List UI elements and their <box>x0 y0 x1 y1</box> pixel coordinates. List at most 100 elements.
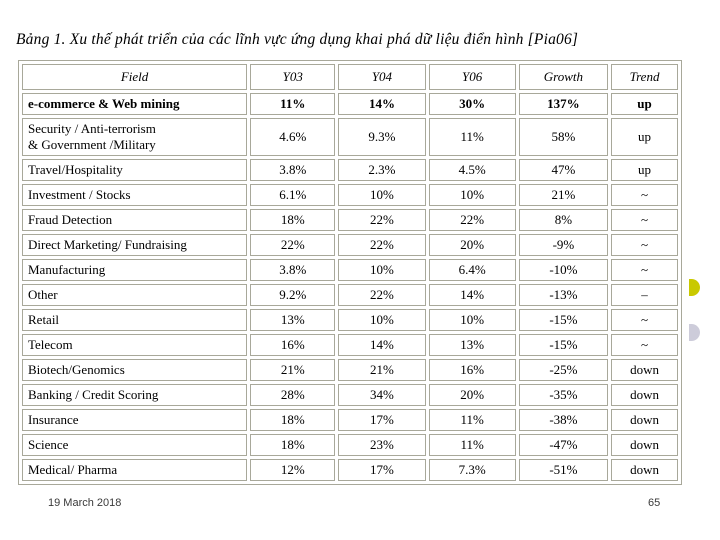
y06-cell: 4.5% <box>428 159 516 181</box>
slide-page-number: 65 <box>648 497 661 509</box>
y04-cell: 34% <box>338 384 426 406</box>
field-cell: Medical/ Pharma <box>22 459 248 481</box>
field-cell: Insurance <box>22 409 248 431</box>
field-cell: Science <box>22 434 248 456</box>
table-row: Medical/ Pharma 12% 17% 7.3% -51% down <box>22 459 678 481</box>
trend-cell: down <box>611 409 678 431</box>
y03-cell: 18% <box>250 434 336 456</box>
y03-cell: 11% <box>250 93 336 115</box>
growth-cell: -38% <box>518 409 609 431</box>
y03-cell: 3.8% <box>250 159 336 181</box>
growth-cell: -47% <box>518 434 609 456</box>
y06-cell: 20% <box>428 384 516 406</box>
field-cell: Telecom <box>22 334 248 356</box>
table-row: Direct Marketing/ Fundraising 22% 22% 20% -9… <box>22 234 678 256</box>
table-row: Science 18% 23% 11% -47% down <box>22 434 678 456</box>
y04-cell: 10% <box>338 184 426 206</box>
y03-cell: 9.2% <box>250 284 336 306</box>
y06-cell: 14% <box>428 284 516 306</box>
y03-cell: 16% <box>250 334 336 356</box>
trend-cell: ~ <box>611 259 678 281</box>
field-cell: Security / Anti-terrorism & Government /… <box>22 118 248 156</box>
y06-cell: 30% <box>428 93 516 115</box>
y04-cell: 21% <box>338 359 426 381</box>
growth-cell: -9% <box>518 234 609 256</box>
growth-cell: 47% <box>518 159 609 181</box>
y03-cell: 3.8% <box>250 259 336 281</box>
growth-cell: -13% <box>518 284 609 306</box>
field-cell: Direct Marketing/ Fundraising <box>22 234 248 256</box>
arrow-bullet-gray-icon <box>689 324 700 341</box>
y06-cell: 10% <box>428 184 516 206</box>
y04-cell: 14% <box>338 334 426 356</box>
trend-cell: down <box>611 434 678 456</box>
growth-cell: 8% <box>518 209 609 231</box>
y04-cell: 10% <box>338 309 426 331</box>
trend-cell: up <box>611 118 678 156</box>
y06-cell: 13% <box>428 334 516 356</box>
y04-cell: 23% <box>338 434 426 456</box>
y03-cell: 12% <box>250 459 336 481</box>
growth-cell: -15% <box>518 334 609 356</box>
y06-cell: 11% <box>428 409 516 431</box>
y06-cell: 20% <box>428 234 516 256</box>
table-row: Manufacturing 3.8% 10% 6.4% -10% ~ <box>22 259 678 281</box>
column-header-y06: Y06 <box>428 64 516 90</box>
growth-cell: -10% <box>518 259 609 281</box>
field-cell: Biotech/Genomics <box>22 359 248 381</box>
y04-cell: 17% <box>338 459 426 481</box>
trend-cell: ~ <box>611 184 678 206</box>
table-row: Security / Anti-terrorism & Government /… <box>22 118 678 156</box>
growth-cell: 58% <box>518 118 609 156</box>
y04-cell: 9.3% <box>338 118 426 156</box>
y06-cell: 16% <box>428 359 516 381</box>
data-mining-trends-table: Field Y03 Y04 Y06 Growth Trend e-commerc… <box>18 60 682 485</box>
growth-cell: -35% <box>518 384 609 406</box>
y03-cell: 28% <box>250 384 336 406</box>
trend-cell: down <box>611 359 678 381</box>
y03-cell: 18% <box>250 209 336 231</box>
table-row: Telecom 16% 14% 13% -15% ~ <box>22 334 678 356</box>
table-row: Other 9.2% 22% 14% -13% – <box>22 284 678 306</box>
y03-cell: 21% <box>250 359 336 381</box>
table-row: Biotech/Genomics 21% 21% 16% -25% down <box>22 359 678 381</box>
y04-cell: 2.3% <box>338 159 426 181</box>
field-cell: Manufacturing <box>22 259 248 281</box>
growth-cell: -51% <box>518 459 609 481</box>
column-header-field: Field <box>22 64 248 90</box>
trend-cell: ~ <box>611 334 678 356</box>
growth-cell: -15% <box>518 309 609 331</box>
field-cell: Retail <box>22 309 248 331</box>
table-row: Travel/Hospitality 3.8% 2.3% 4.5% 47% up <box>22 159 678 181</box>
field-cell: Investment / Stocks <box>22 184 248 206</box>
field-cell: e-commerce & Web mining <box>22 93 248 115</box>
y06-cell: 7.3% <box>428 459 516 481</box>
field-cell: Other <box>22 284 248 306</box>
slide-footer-date: 19 March 2018 <box>48 497 122 509</box>
trend-cell: – <box>611 284 678 306</box>
table-row: Insurance 18% 17% 11% -38% down <box>22 409 678 431</box>
growth-cell: 137% <box>518 93 609 115</box>
arrow-bullet-yellow-icon <box>689 279 700 296</box>
y06-cell: 22% <box>428 209 516 231</box>
trend-cell: up <box>611 159 678 181</box>
trend-cell: down <box>611 384 678 406</box>
y06-cell: 11% <box>428 434 516 456</box>
y04-cell: 22% <box>338 284 426 306</box>
field-cell: Fraud Detection <box>22 209 248 231</box>
column-header-y03: Y03 <box>250 64 336 90</box>
y03-cell: 22% <box>250 234 336 256</box>
table-caption-title: Bảng 1. Xu thế phát triển của các lĩnh v… <box>16 31 579 48</box>
table-row: Fraud Detection 18% 22% 22% 8% ~ <box>22 209 678 231</box>
y04-cell: 17% <box>338 409 426 431</box>
column-header-trend: Trend <box>611 64 678 90</box>
y04-cell: 14% <box>338 93 426 115</box>
trend-cell: ~ <box>611 209 678 231</box>
field-cell: Travel/Hospitality <box>22 159 248 181</box>
column-header-growth: Growth <box>518 64 609 90</box>
table-row: e-commerce & Web mining 11% 14% 30% 137% up <box>22 93 678 115</box>
y06-cell: 11% <box>428 118 516 156</box>
trend-cell: down <box>611 459 678 481</box>
y03-cell: 6.1% <box>250 184 336 206</box>
